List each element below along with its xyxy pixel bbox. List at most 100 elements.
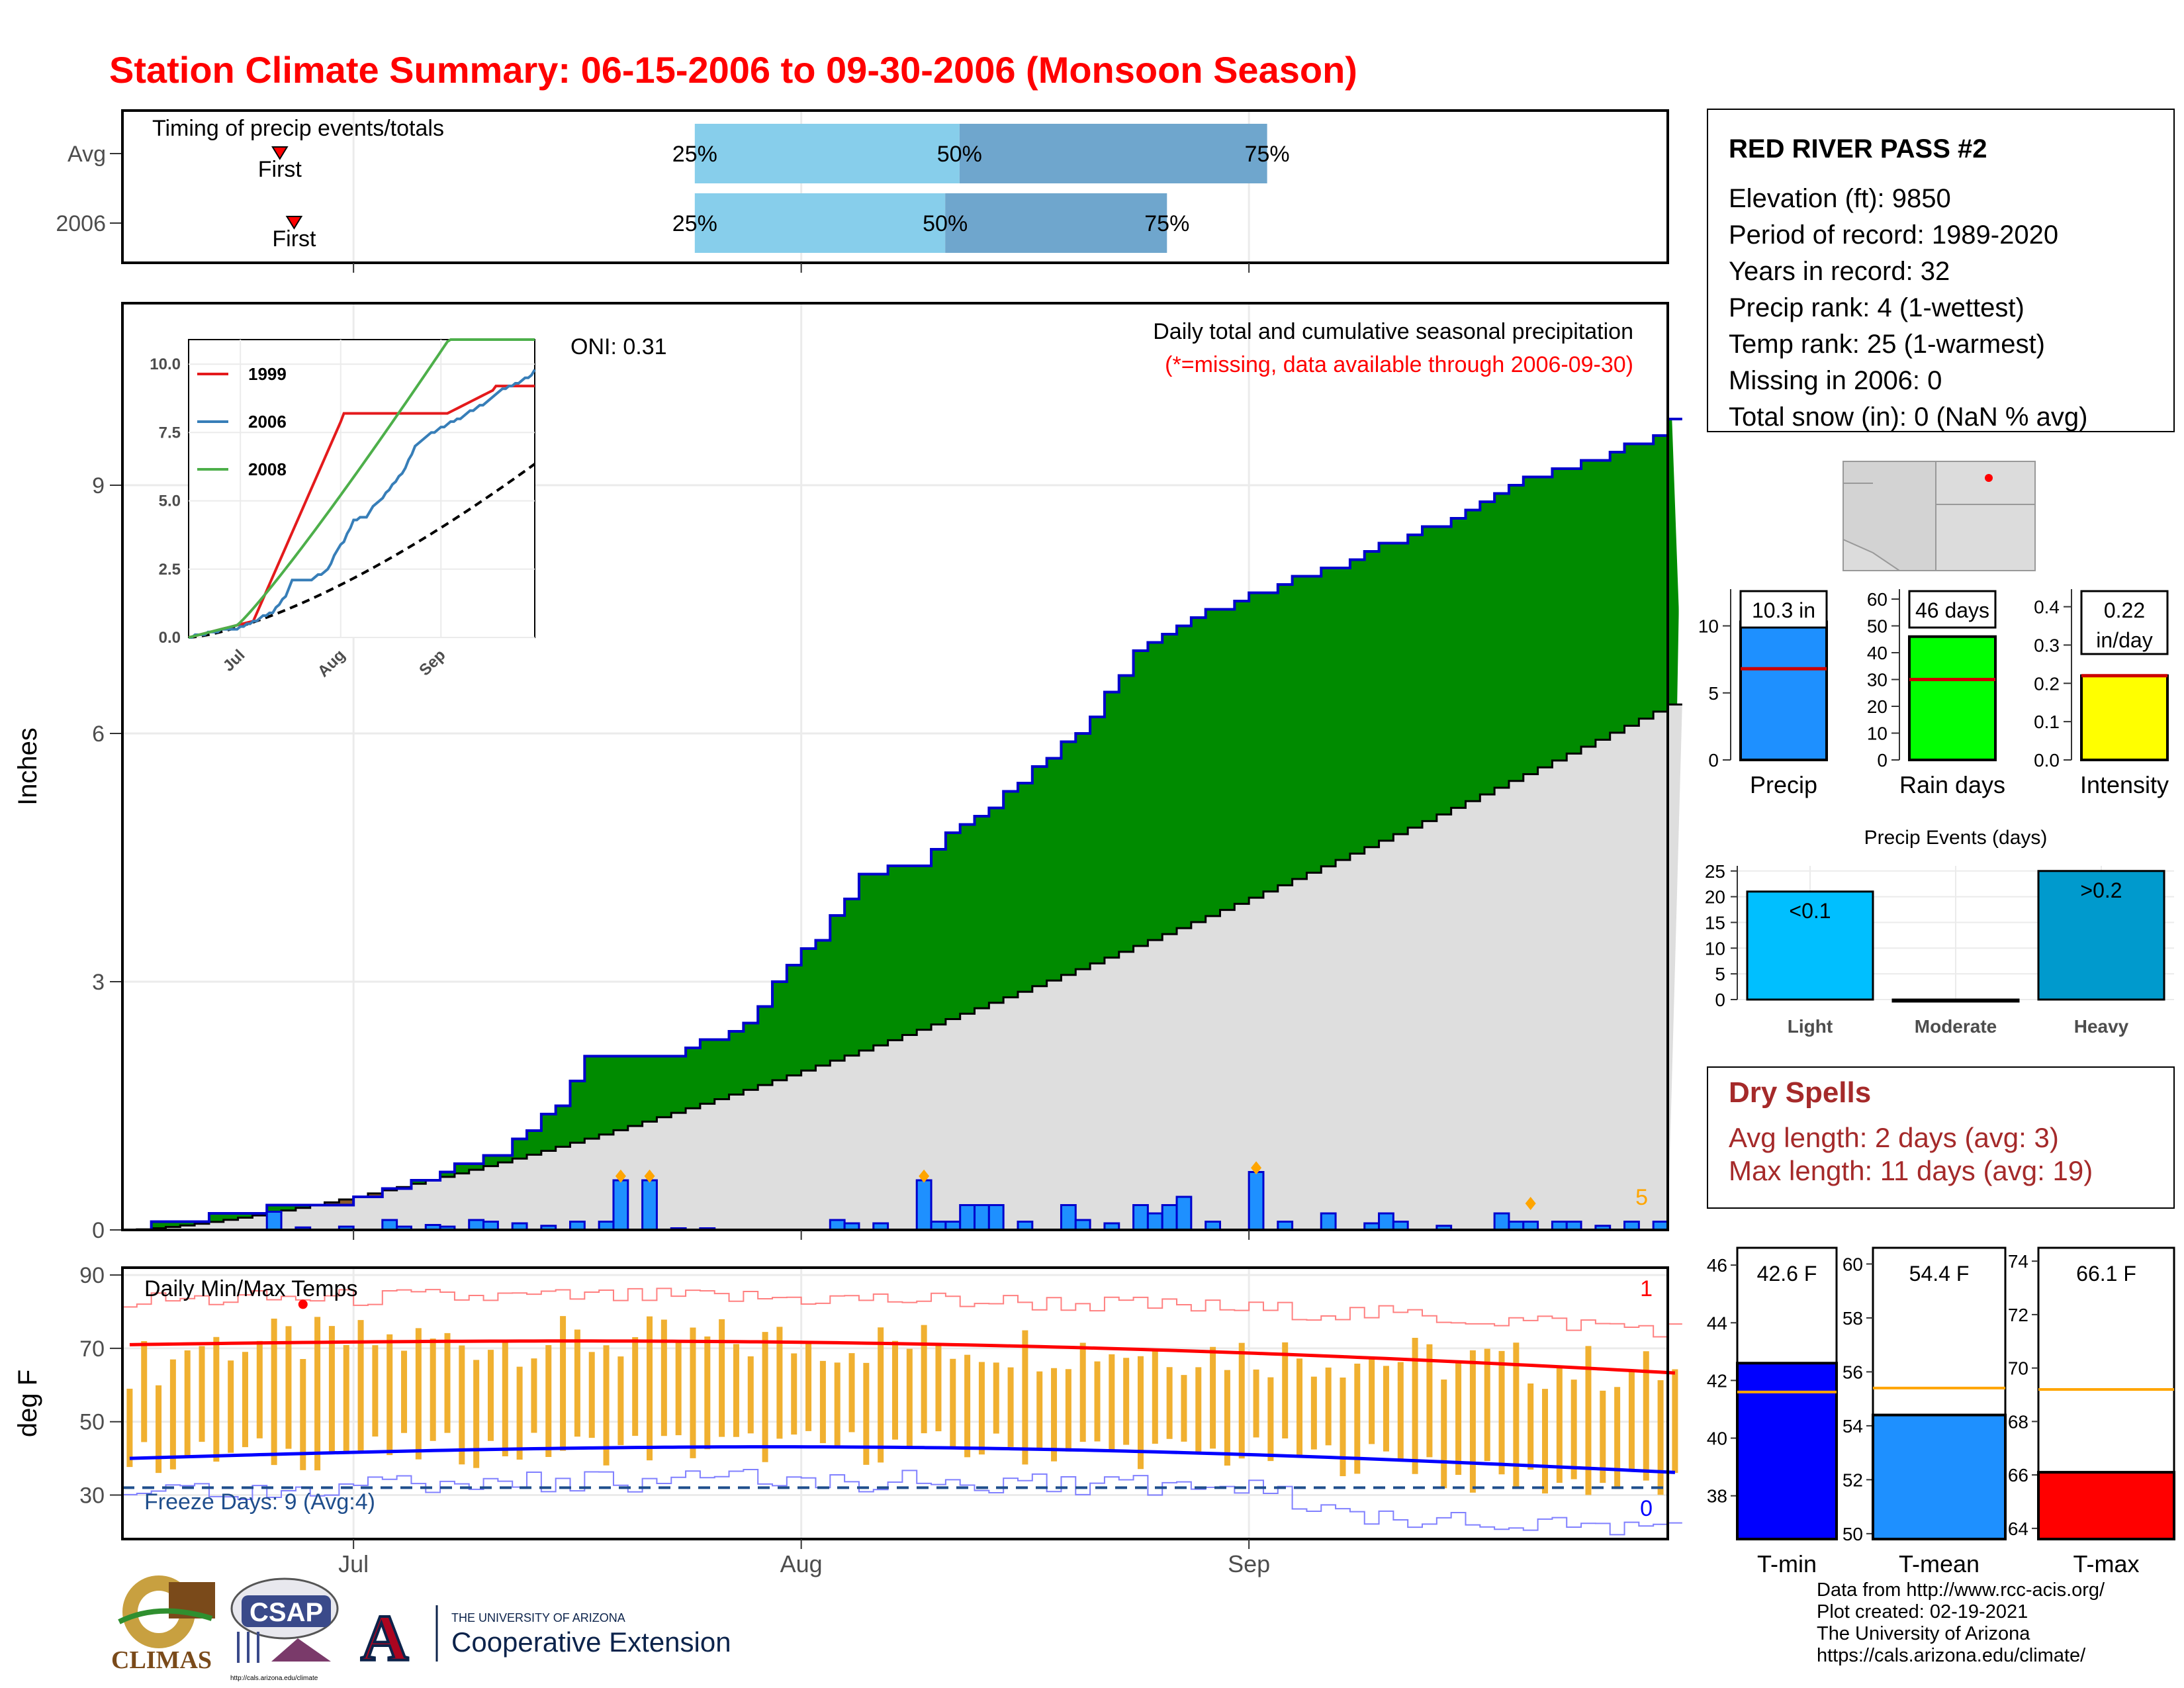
- summary-bar-name: Intensity: [2080, 771, 2169, 798]
- temp-y-axis-label: deg F: [13, 1370, 42, 1437]
- temp-summary-tick-label: 64: [2008, 1519, 2028, 1539]
- inset-y-tick-label: 7.5: [159, 424, 181, 442]
- temp-summary-tick-label: 44: [1707, 1313, 1727, 1333]
- timing-first-marker: [271, 146, 289, 160]
- avg-cumulative-area: [122, 704, 1682, 1230]
- precip-y-tick-label: 0: [92, 1218, 105, 1243]
- timing-bar-25-50: [694, 124, 960, 183]
- timing-bar-50-75: [959, 124, 1267, 183]
- temp-summary-tick-label: 74: [2008, 1251, 2028, 1272]
- inset-legend-label: 1999: [248, 364, 287, 384]
- inset-y-tick-label: 10.0: [150, 355, 181, 373]
- daily-precip-bar: [1320, 1212, 1337, 1231]
- timing-first-label: First: [272, 226, 316, 252]
- oni-label: ONI: 0.31: [570, 334, 667, 359]
- temp-summary-tick-label: 70: [2008, 1358, 2028, 1379]
- daily-precip-bar: [1248, 1171, 1265, 1231]
- summary-value-label: 0.22: [2104, 598, 2145, 622]
- summary-bar: [2080, 674, 2169, 762]
- inset-legend-label: 2006: [248, 412, 287, 432]
- summary-tick-label: 10: [1867, 724, 1888, 744]
- record-high-marker: [298, 1299, 308, 1309]
- precip-record-count: 5: [1635, 1185, 1648, 1210]
- climas-logo: CLIMAS: [111, 1575, 215, 1674]
- precip-y-tick-label: 6: [92, 722, 105, 747]
- temp-summary-tick-label: 58: [1843, 1308, 1863, 1329]
- temp-summary-value-label: 42.6 F: [1757, 1262, 1817, 1286]
- summary-value-box: [1739, 590, 1828, 629]
- avg-low-line: [129, 1445, 1676, 1474]
- temp-summary-bar-name: T-mean: [1899, 1550, 1979, 1577]
- precip-y-axis-label: Inches: [13, 727, 42, 806]
- daily-precip-bar: [381, 1219, 398, 1231]
- daily-precip-bar: [1175, 1196, 1193, 1231]
- events-tick-label: 10: [1705, 938, 1725, 959]
- avg-high-line: [129, 1339, 1676, 1375]
- timing-row-label: 2006: [56, 211, 106, 236]
- ua-logo-small: THE UNIVERSITY OF ARIZONA: [451, 1611, 625, 1624]
- station-info-box: [1707, 109, 2175, 432]
- summary-bar: [1908, 635, 1997, 762]
- temp-summary-tick-label: 54: [1843, 1416, 1863, 1436]
- daily-precip-bar: [829, 1219, 846, 1231]
- record-low-count: 0: [1640, 1496, 1653, 1521]
- inset-frame: [188, 339, 535, 638]
- events-bar-label: <0.1: [1789, 899, 1831, 923]
- record-precip-marker: [615, 1169, 626, 1183]
- events-tick-label: 20: [1705, 887, 1725, 908]
- daily-precip-bar: [612, 1179, 629, 1231]
- credit-line: The University of Arizona: [1817, 1623, 2030, 1644]
- daily-precip-bar: [1378, 1212, 1394, 1231]
- record-precip-marker: [1251, 1161, 1262, 1175]
- summary-tick-label: 60: [1867, 589, 1888, 610]
- summary-value-label-2: in/day: [2096, 628, 2152, 652]
- daily-precip-bar: [1146, 1212, 1163, 1231]
- events-bar: [1891, 998, 2020, 1003]
- inset-series-2008: [188, 338, 535, 639]
- summary-tick-label: 0.4: [2034, 597, 2060, 618]
- temp-summary-tick-label: 40: [1707, 1429, 1727, 1449]
- record-high-count: 1: [1640, 1276, 1653, 1301]
- summary-tick-label: 0.3: [2034, 635, 2060, 655]
- daily-precip-bar: [915, 1179, 933, 1231]
- timing-row-label: Avg: [68, 142, 106, 167]
- temp-summary-bar: [2037, 1471, 2175, 1540]
- summary-value-box: [2080, 590, 2169, 655]
- temp-y-tick-label: 30: [79, 1483, 105, 1509]
- timing-panel: Timing of precip events/totals Avg 25% 50% 7…: [56, 109, 1775, 273]
- inset-legend-label: 2008: [248, 459, 287, 479]
- temp-summary-tick-label: 56: [1843, 1362, 1863, 1382]
- temperature-panel: 30 50 70 90 deg F Daily Min/Max Temps Freeze D…: [13, 1263, 1682, 1540]
- daily-precip-bar: [265, 1211, 283, 1231]
- temp-panel-label: Daily Min/Max Temps: [144, 1276, 357, 1301]
- daily-precip-bar: [974, 1204, 990, 1231]
- climas-logo-text: CLIMAS: [111, 1646, 212, 1674]
- temp-summary-tick-label: 66: [2008, 1465, 2028, 1485]
- timing-p75-label: 75%: [1245, 142, 1290, 167]
- timing-p75-label: 75%: [1144, 211, 1189, 236]
- temp-summary-bar: [1872, 1413, 2007, 1540]
- temp-summary-tick-label: 46: [1707, 1255, 1727, 1276]
- timing-bar-25-50: [694, 193, 946, 253]
- summary-bars: 0 5 10 10.3 in Precip 0 10 20 30 40 50 60 46 days Rai…: [1698, 589, 2169, 798]
- precip-frame: [121, 302, 1669, 1231]
- inset-series-2006: [189, 369, 536, 639]
- summary-tick-label: 10: [1698, 616, 1719, 637]
- station-location-marker: [1985, 474, 1993, 482]
- summary-value-box: [1908, 590, 1997, 629]
- temp-summary-bar-name: T-min: [1757, 1550, 1817, 1577]
- record-high-line: [122, 1288, 1682, 1338]
- station-info-lines: Elevation (ft): 9850 Period of record: 19…: [1729, 184, 2087, 432]
- summary-tick-label: 0: [1877, 750, 1888, 771]
- record-precip-marker: [644, 1169, 655, 1183]
- inset-y-tick-label: 0.0: [159, 629, 181, 647]
- summary-bar-name: Rain days: [1899, 771, 2005, 798]
- precip-y-tick-label: 3: [92, 970, 105, 995]
- ua-logo: A THE UNIVERSITY OF ARIZONA Cooperative …: [359, 1600, 731, 1676]
- events-category-label: Moderate: [1915, 1016, 1997, 1037]
- daily-precip-bar: [959, 1204, 976, 1231]
- daily-precip-bar: [468, 1219, 485, 1231]
- precip-note-title: Daily total and cumulative seasonal prec…: [1153, 319, 1633, 344]
- summary-value-label: 46 days: [1915, 598, 1989, 622]
